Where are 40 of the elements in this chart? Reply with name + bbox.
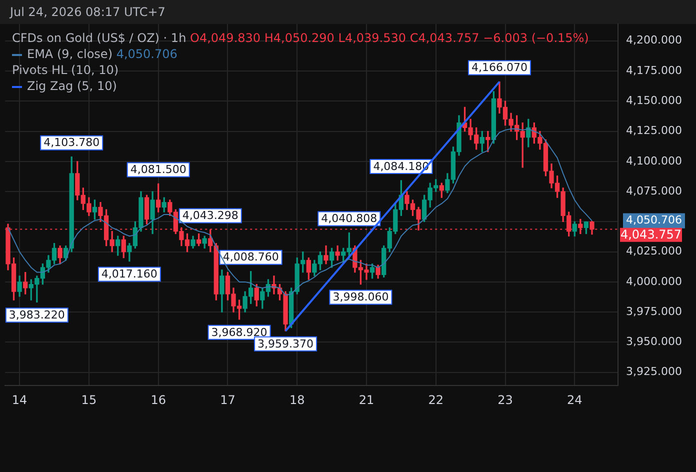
legend-label: Zig Zag (5, 10) bbox=[27, 79, 117, 93]
x-tick-label: 15 bbox=[81, 392, 97, 407]
annotation: 4,040.808 bbox=[321, 212, 378, 226]
y-tick-label: 4,100.000 bbox=[626, 154, 682, 168]
y-tick-label: 3,975.000 bbox=[626, 304, 682, 318]
y-tick-label: 3,925.000 bbox=[626, 365, 682, 378]
y-tick-label: 4,025.000 bbox=[626, 244, 682, 258]
y-tick-label: 3,950.000 bbox=[626, 335, 682, 348]
legend-label: EMA (9, close) bbox=[27, 47, 112, 61]
annotation: 4,050.706 bbox=[116, 47, 178, 61]
x-tick-label: 17 bbox=[220, 392, 236, 407]
annotation: 3,968.920 bbox=[211, 326, 268, 339]
annotation: 3,998.060 bbox=[332, 290, 389, 304]
x-tick-label: 24 bbox=[566, 392, 582, 407]
annotation: 4,081.500 bbox=[130, 163, 186, 176]
x-tick-label: 22 bbox=[428, 392, 444, 407]
text: CFDs on Gold (US$ / OZ) · 1h bbox=[12, 31, 186, 45]
y-tick-label: 4,150.000 bbox=[626, 94, 682, 107]
y-tick-label: 4,075.000 bbox=[626, 184, 682, 198]
x-tick-label: 16 bbox=[150, 392, 166, 407]
x-tick-label: 14 bbox=[12, 392, 28, 407]
ref-line-label: 4,043.757 bbox=[620, 227, 682, 242]
y-tick-label: 4,125.000 bbox=[626, 124, 682, 138]
annotation: 3,983.220 bbox=[8, 308, 65, 322]
annotation: 4,017.160 bbox=[101, 268, 158, 281]
text: Jul 24, 2026 08:17 UTC+7 bbox=[10, 4, 166, 20]
x-tick-label: 21 bbox=[358, 392, 374, 407]
x-tick-label: 23 bbox=[498, 392, 513, 407]
annotation: 4,043.298 bbox=[182, 209, 238, 222]
annotation: 4,166.070 bbox=[471, 61, 528, 74]
y-tick-label: 4,050.706 bbox=[626, 214, 682, 227]
x-tick-label: 18 bbox=[289, 392, 305, 407]
y-tick-label: 4,200.000 bbox=[626, 34, 682, 47]
annotation: 3,959.370 bbox=[258, 337, 314, 350]
text: O4,049.830 H4,050.290 L4,039.530 C4,043.757 −6.003 (−0.15%) bbox=[190, 31, 589, 45]
y-tick-label: 4,000.000 bbox=[626, 274, 682, 288]
y-tick-label: 4,175.000 bbox=[626, 64, 682, 77]
annotation: 4,008.760 bbox=[222, 250, 279, 264]
annotation: 4,103.780 bbox=[44, 136, 100, 150]
annotation: Pivots HL (10, 10) bbox=[12, 62, 119, 78]
